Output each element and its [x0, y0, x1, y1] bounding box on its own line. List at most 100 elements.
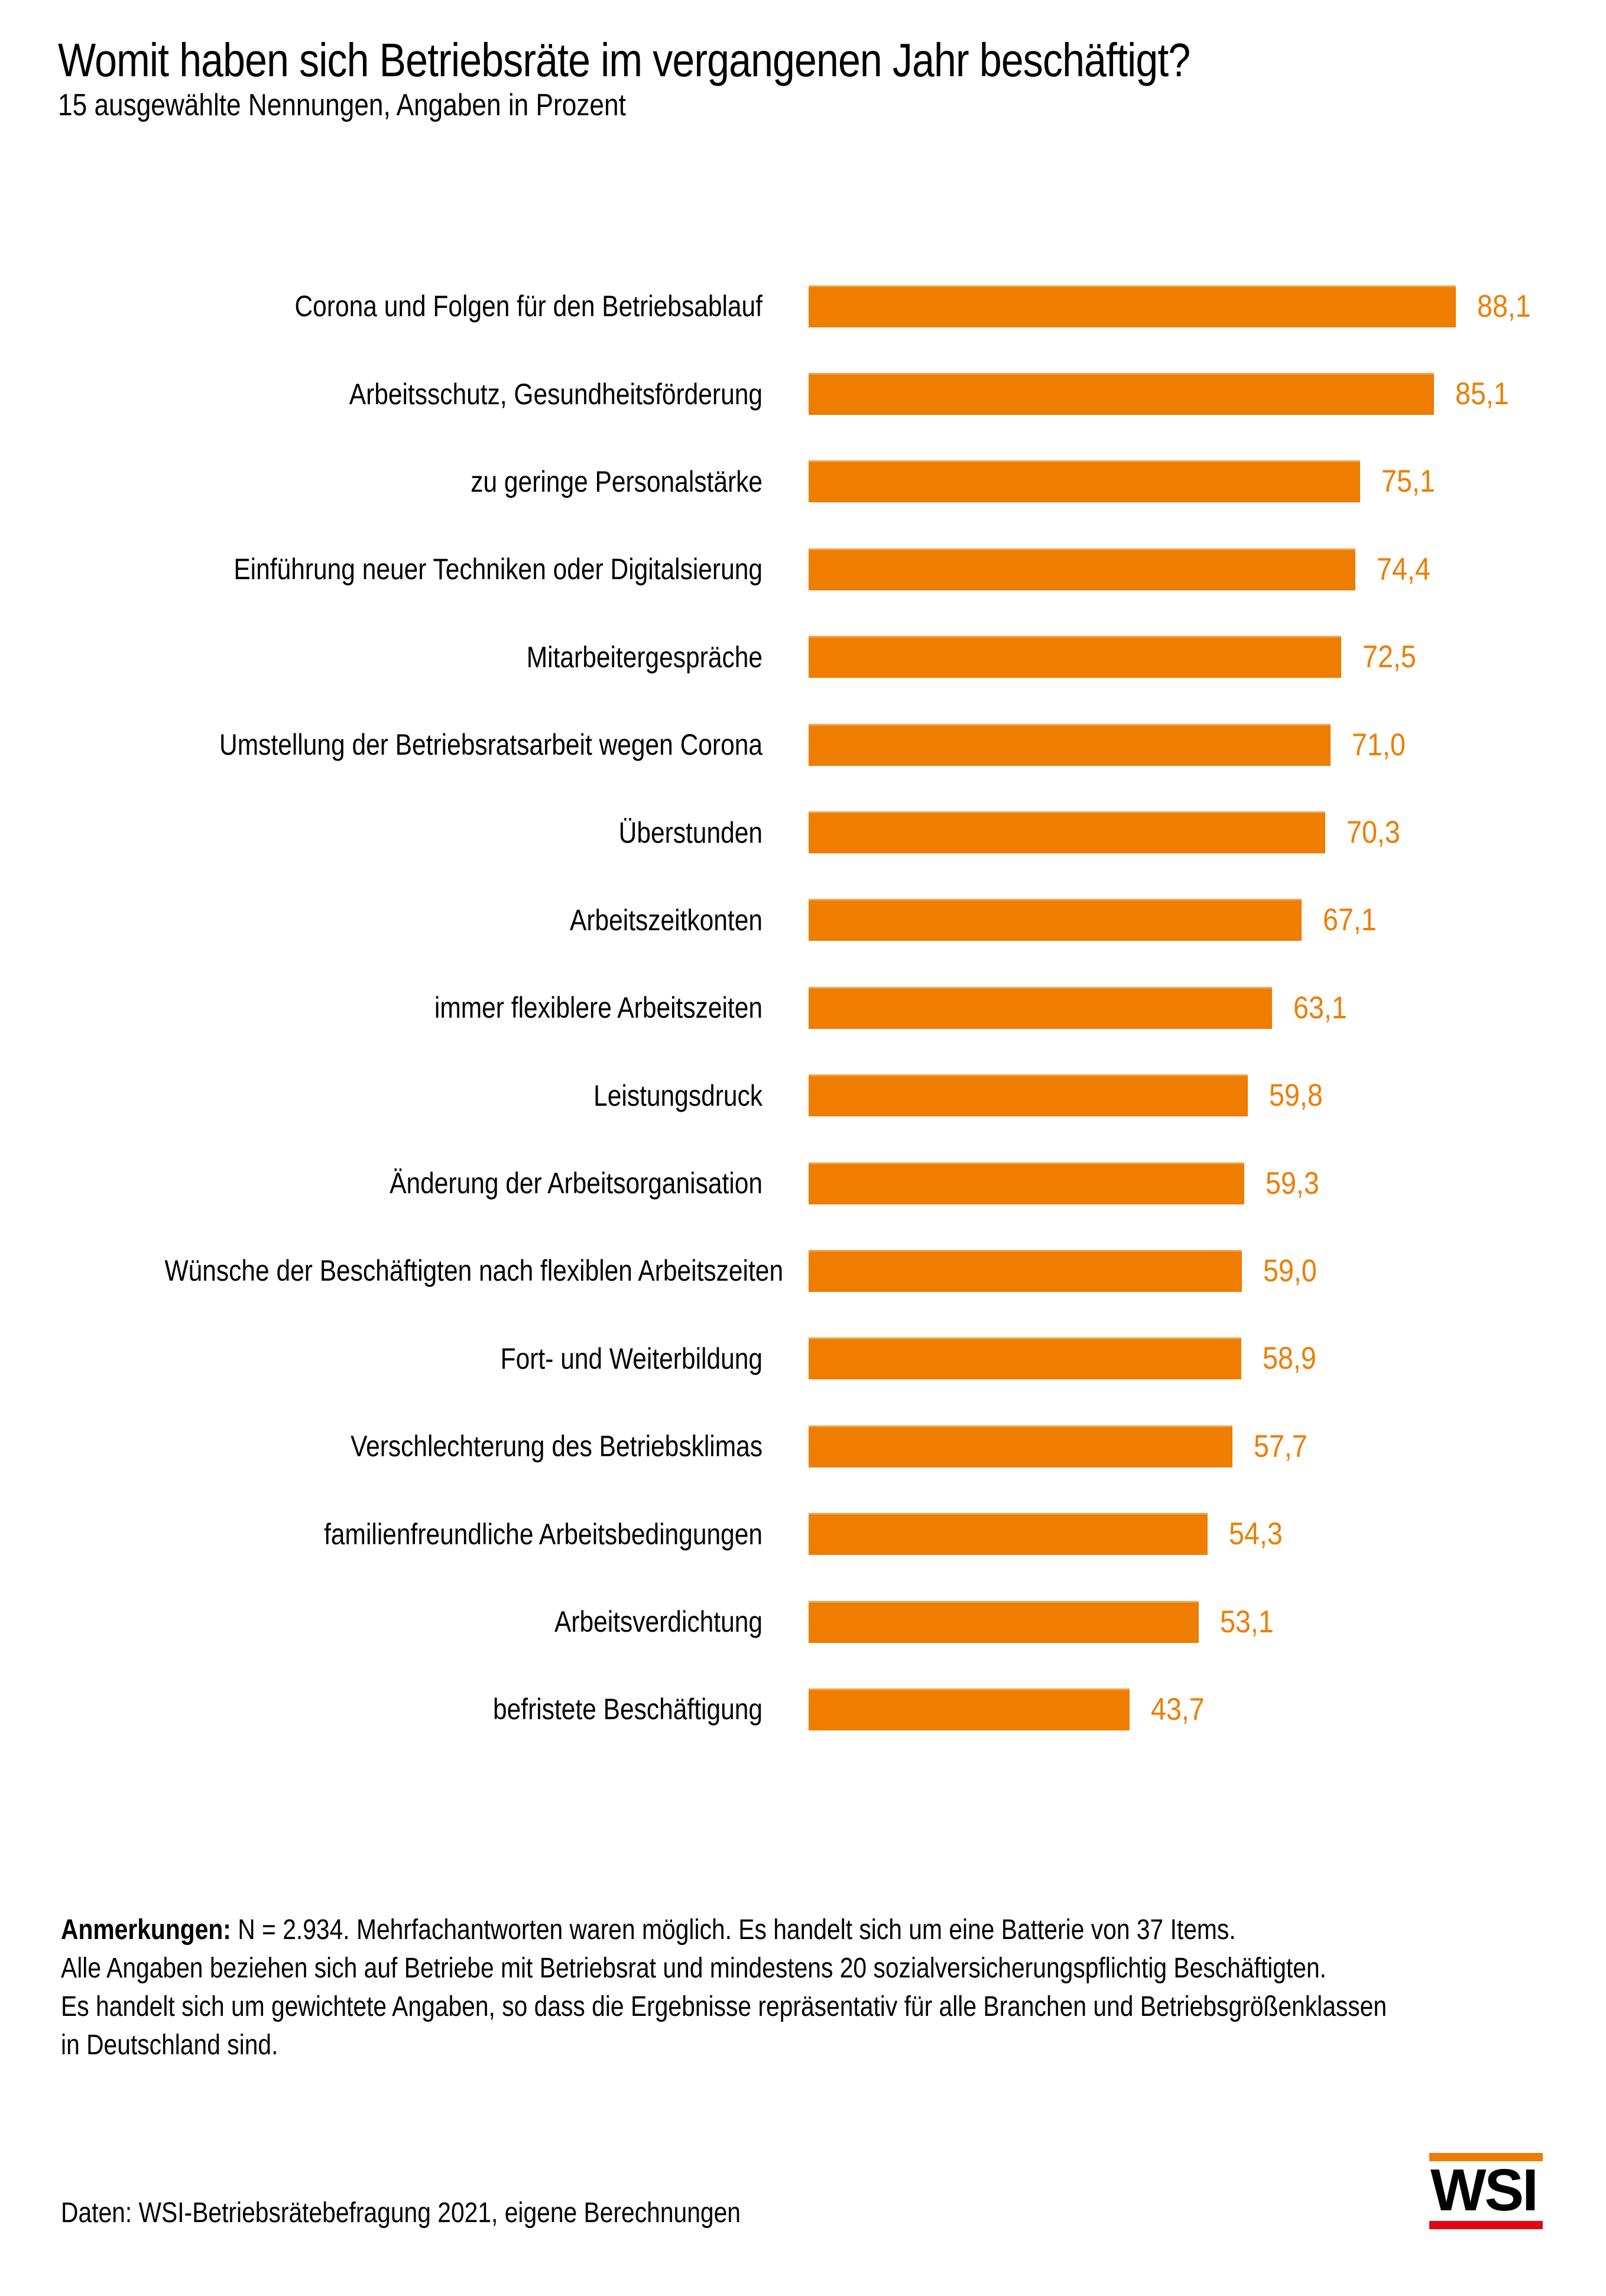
value-label: 67,1: [1323, 902, 1377, 938]
value-label: 54,3: [1228, 1516, 1283, 1552]
value-label: 59,8: [1269, 1078, 1323, 1113]
value-label: 75,1: [1381, 464, 1436, 499]
category-label: Überstunden: [618, 816, 763, 849]
bar-track: 57,7: [809, 1402, 1543, 1490]
value-bar: [809, 1688, 1130, 1730]
category-label: Umstellung der Betriebsratsarbeit wegen …: [219, 728, 763, 762]
chart-row: Arbeitsschutz, Gesundheitsförderung 85,1: [59, 350, 1547, 437]
value-bar: [809, 1074, 1248, 1117]
note-line-1-text: N = 2.934. Mehrfachantworten waren mögli…: [231, 1914, 1236, 1946]
wsi-logo: WSI: [1429, 2153, 1543, 2229]
value-label: 88,1: [1477, 288, 1531, 324]
chart-row: Leistungsdruck 59,8: [59, 1052, 1547, 1139]
page-title: Womit haben sich Betriebsräte im vergang…: [58, 34, 1190, 86]
value-bar: [809, 285, 1456, 327]
value-bar: [809, 373, 1434, 415]
value-bar: [809, 548, 1355, 590]
category-label: Fort- und Weiterbildung: [500, 1342, 763, 1375]
category-label: Arbeitsverdichtung: [554, 1605, 763, 1639]
value-bar: [809, 1513, 1208, 1555]
bar-track: 70,3: [809, 788, 1543, 876]
bar-track: 59,0: [809, 1227, 1543, 1314]
note-line-1: Anmerkungen: N = 2.934. Mehrfachantworte…: [61, 1911, 1387, 1949]
value-label: 63,1: [1293, 990, 1348, 1025]
bar-track: 72,5: [809, 613, 1543, 701]
category-label: Wünsche der Beschäftigten nach flexiblen…: [164, 1254, 784, 1288]
value-label: 85,1: [1455, 376, 1509, 412]
bar-track: 85,1: [809, 350, 1543, 437]
category-label: zu geringe Personalstärke: [471, 465, 763, 498]
value-bar: [809, 1600, 1199, 1643]
chart-row: Mitarbeitergespräche 72,5: [59, 613, 1547, 701]
value-label: 57,7: [1254, 1428, 1307, 1464]
note-line-4: in Deutschland sind.: [61, 2029, 278, 2061]
category-label: Arbeitszeitkonten: [569, 903, 763, 937]
chart-row: Arbeitszeitkonten 67,1: [59, 876, 1547, 964]
value-label: 59,3: [1266, 1165, 1319, 1201]
category-label: Corona und Folgen für den Betriebsablauf: [294, 290, 763, 323]
value-bar: [809, 1249, 1242, 1292]
bar-track: 43,7: [809, 1665, 1543, 1753]
bar-track: 54,3: [809, 1490, 1543, 1577]
bar-track: 53,1: [809, 1578, 1543, 1665]
value-label: 74,4: [1376, 551, 1430, 587]
chart-row: befristete Beschäftigung 43,7: [59, 1665, 1547, 1753]
chart-row: Änderung der Arbeitsorganisation 59,3: [59, 1139, 1547, 1227]
bar-track: 63,1: [809, 964, 1543, 1051]
chart-row: Fort- und Weiterbildung 58,9: [59, 1315, 1547, 1402]
note-line-2: Alle Angaben beziehen sich auf Betriebe …: [61, 1953, 1326, 1984]
category-label: befristete Beschäftigung: [493, 1693, 763, 1726]
value-label: 70,3: [1346, 815, 1400, 850]
value-label: 53,1: [1220, 1604, 1274, 1639]
logo-bottom-bar: [1429, 2221, 1543, 2229]
bar-track: 75,1: [809, 438, 1543, 525]
category-label: Mitarbeitergespräche: [526, 640, 763, 674]
chart-row: familienfreundliche Arbeitsbedingungen 54…: [59, 1490, 1547, 1577]
chart-row: zu geringe Personalstärke 75,1: [59, 438, 1547, 525]
value-bar: [809, 723, 1331, 766]
category-label: immer flexiblere Arbeitszeiten: [434, 991, 763, 1025]
bar-track: 74,4: [809, 525, 1543, 613]
logo-top-bar: [1429, 2153, 1543, 2161]
value-bar: [809, 636, 1342, 678]
value-bar: [809, 460, 1361, 503]
value-label: 58,9: [1263, 1341, 1316, 1376]
category-label: Änderung der Arbeitsorganisation: [390, 1167, 763, 1200]
notes-block: Anmerkungen: N = 2.934. Mehrfachantworte…: [61, 1911, 1387, 2064]
bar-track: 58,9: [809, 1315, 1543, 1402]
value-label: 72,5: [1362, 639, 1416, 675]
value-bar: [809, 899, 1302, 941]
chart-row: Umstellung der Betriebsratsarbeit wegen …: [59, 701, 1547, 788]
chart-row: Überstunden 70,3: [59, 788, 1547, 876]
category-label: Verschlechterung des Betriebsklimas: [351, 1430, 763, 1463]
value-bar: [809, 811, 1325, 854]
value-label: 59,0: [1263, 1253, 1318, 1288]
chart-row: Arbeitsverdichtung 53,1: [59, 1578, 1547, 1665]
note-line-3: Es handelt sich um gewichtete Angaben, s…: [61, 1991, 1387, 2022]
bar-track: 88,1: [809, 262, 1543, 350]
bar-track: 59,8: [809, 1052, 1543, 1139]
category-label: familienfreundliche Arbeitsbedingungen: [324, 1517, 763, 1551]
category-label: Leistungsdruck: [593, 1079, 763, 1112]
note-label: Anmerkungen:: [61, 1914, 231, 1946]
value-bar: [809, 986, 1273, 1029]
bar-track: 67,1: [809, 876, 1543, 964]
bar-track: 59,3: [809, 1139, 1543, 1227]
value-label: 43,7: [1151, 1691, 1205, 1727]
logo-text: WSI: [1430, 2157, 1539, 2223]
chart-row: Corona und Folgen für den Betriebsablauf…: [59, 262, 1547, 350]
category-label: Einführung neuer Techniken oder Digitals…: [233, 553, 763, 586]
value-bar: [809, 1337, 1242, 1380]
bar-chart: Corona und Folgen für den Betriebsablauf…: [59, 262, 1547, 1753]
value-bar: [809, 1425, 1233, 1467]
chart-row: immer flexiblere Arbeitszeiten 63,1: [59, 964, 1547, 1051]
source-line: Daten: WSI-Betriebsrätebefragung 2021, e…: [61, 2197, 741, 2229]
bar-track: 71,0: [809, 701, 1543, 788]
value-bar: [809, 1162, 1245, 1204]
chart-row: Verschlechterung des Betriebsklimas 57,7: [59, 1402, 1547, 1490]
value-label: 71,0: [1351, 727, 1406, 762]
page-subtitle: 15 ausgewählte Nennungen, Angaben in Pro…: [58, 88, 626, 122]
chart-row: Wünsche der Beschäftigten nach flexiblen…: [59, 1227, 1547, 1314]
chart-row: Einführung neuer Techniken oder Digitals…: [59, 525, 1547, 613]
